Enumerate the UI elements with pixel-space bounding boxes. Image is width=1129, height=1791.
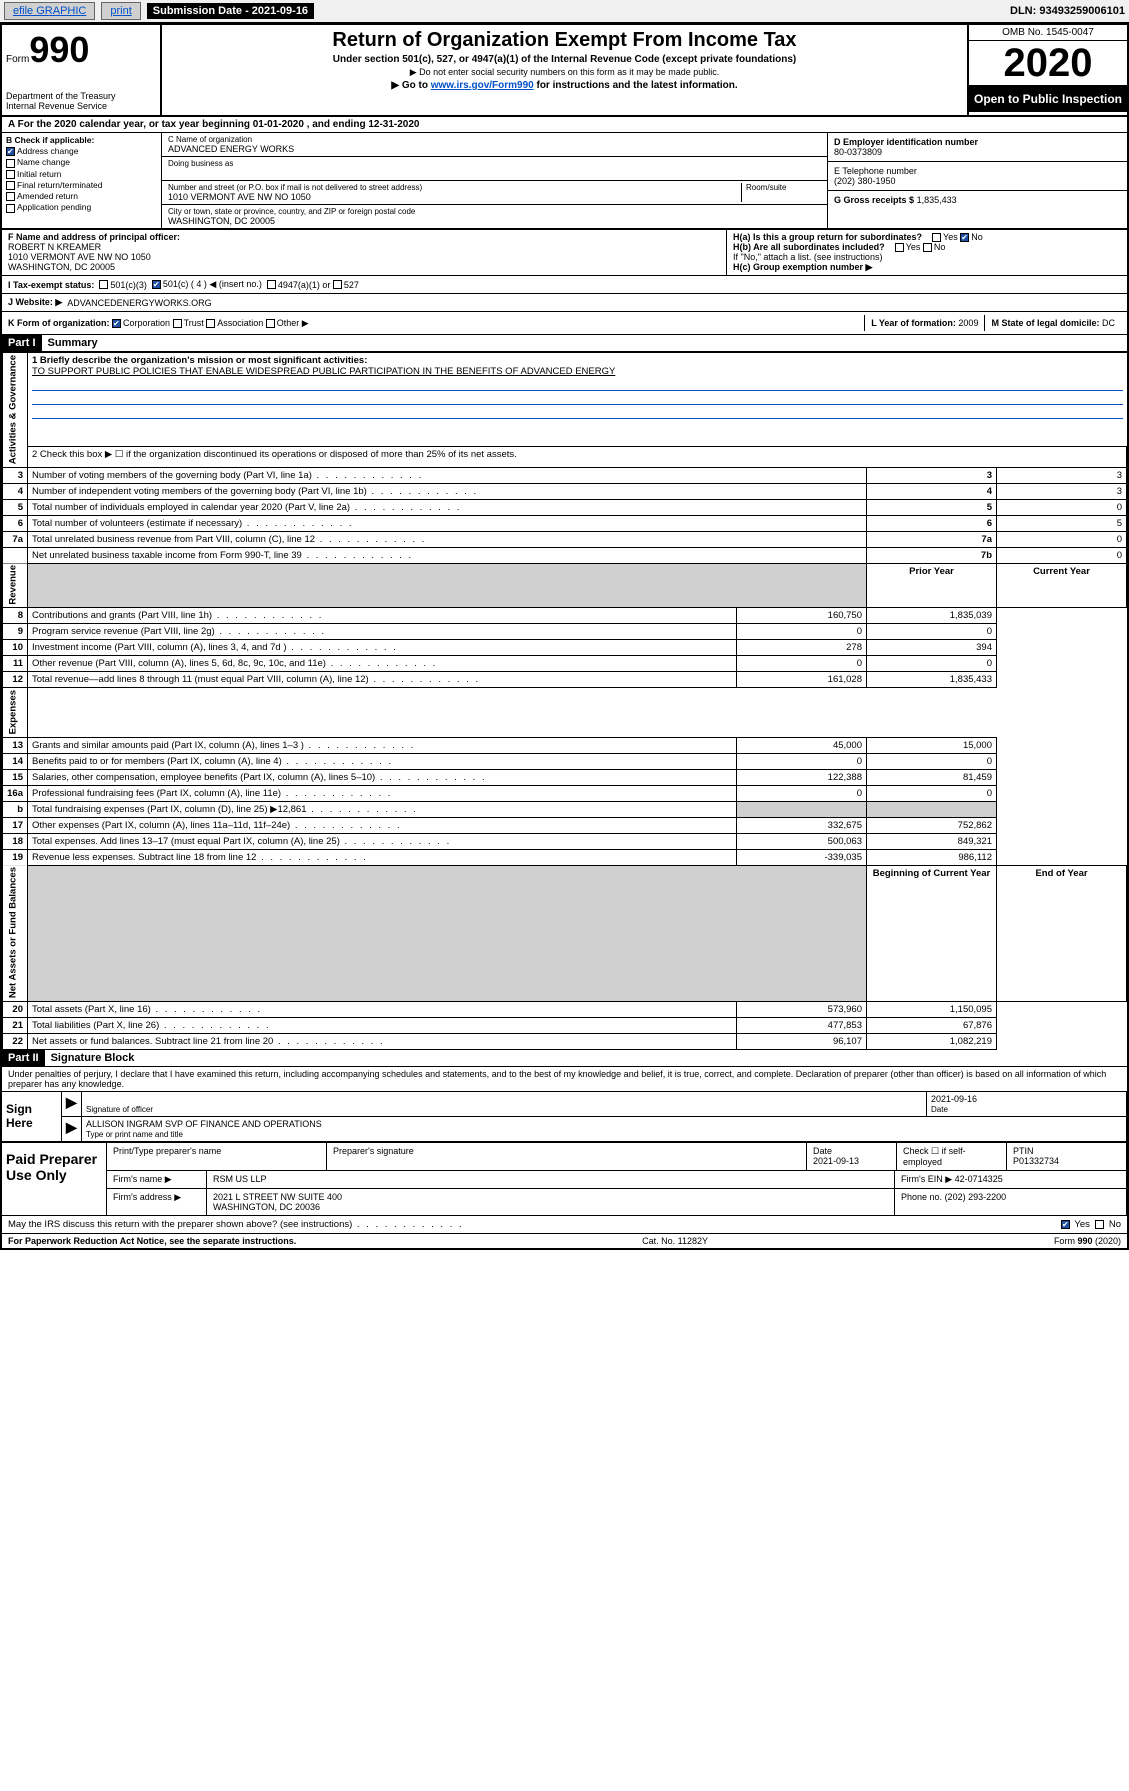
side-revenue: Revenue — [3, 563, 28, 608]
arrow-icon: ▶ — [62, 1092, 82, 1116]
header-left: Form990 Department of the Treasury Inter… — [2, 25, 162, 115]
box-h: H(a) Is this a group return for subordin… — [727, 230, 1127, 275]
form-title: Return of Organization Exempt From Incom… — [166, 29, 963, 52]
chk-address[interactable]: Address change — [6, 146, 157, 156]
footer: For Paperwork Reduction Act Notice, see … — [2, 1233, 1127, 1248]
paid-preparer-block: Paid Preparer Use Only Print/Type prepar… — [2, 1142, 1127, 1215]
side-expenses: Expenses — [3, 688, 28, 737]
ein: 80-0373809 — [834, 147, 1121, 157]
gross-receipts: 1,835,433 — [917, 195, 957, 205]
box-d-e-g: D Employer identification number 80-0373… — [827, 133, 1127, 228]
phone: (202) 380-1950 — [834, 176, 1121, 186]
subtitle-2: ▶ Do not enter social security numbers o… — [166, 67, 963, 78]
website: ADVANCEDENERGYWORKS.ORG — [67, 298, 211, 308]
form-number: Form990 — [6, 29, 156, 71]
signature-block: Sign Here ▶ Signature of officer 2021-09… — [2, 1091, 1127, 1142]
website-row: J Website: ▶ ADVANCEDENERGYWORKS.ORG — [2, 294, 1127, 312]
mission: TO SUPPORT PUBLIC POLICIES THAT ENABLE W… — [32, 366, 615, 377]
header-right: OMB No. 1545-0047 2020 Open to Public In… — [967, 25, 1127, 115]
box-c: C Name of organization ADVANCED ENERGY W… — [162, 133, 827, 228]
perjury-statement: Under penalties of perjury, I declare th… — [2, 1067, 1127, 1091]
org-name: ADVANCED ENERGY WORKS — [168, 144, 821, 154]
discuss-row: May the IRS discuss this return with the… — [2, 1215, 1127, 1233]
part2-header: Part II Signature Block — [2, 1050, 1127, 1067]
org-address: 1010 VERMONT AVE NW NO 1050 — [168, 192, 741, 202]
side-governance: Activities & Governance — [3, 353, 28, 467]
subtitle-1: Under section 501(c), 527, or 4947(a)(1)… — [166, 54, 963, 65]
tax-status-row: I Tax-exempt status: 501(c)(3) 501(c) ( … — [2, 276, 1127, 294]
tax-year: 2020 — [969, 41, 1127, 86]
omb-number: OMB No. 1545-0047 — [969, 25, 1127, 41]
arrow-icon: ▶ — [62, 1117, 82, 1141]
summary-table: Activities & Governance 1 Briefly descri… — [2, 352, 1127, 1049]
org-city: WASHINGTON, DC 20005 — [168, 216, 821, 226]
submission-date: Submission Date - 2021-09-16 — [147, 3, 314, 19]
form-container: Form990 Department of the Treasury Inter… — [0, 23, 1129, 1250]
box-f: F Name and address of principal officer:… — [2, 230, 727, 275]
irs-link[interactable]: www.irs.gov/Form990 — [431, 80, 534, 91]
box-b: B Check if applicable: Address change Na… — [2, 133, 162, 228]
side-netassets: Net Assets or Fund Balances — [3, 865, 28, 1001]
header-title-block: Return of Organization Exempt From Incom… — [162, 25, 967, 115]
top-toolbar: efile GRAPHIC print Submission Date - 20… — [0, 0, 1129, 23]
print-link[interactable]: print — [101, 2, 140, 20]
period-row: A For the 2020 calendar year, or tax yea… — [2, 117, 1127, 133]
form-type-row: K Form of organization: Corporation Trus… — [2, 312, 1127, 335]
chk-name[interactable]: Name change — [6, 157, 157, 167]
part1-header: Part I Summary — [2, 335, 1127, 352]
chk-final[interactable]: Final return/terminated — [6, 180, 157, 190]
dept-label: Department of the Treasury Internal Reve… — [6, 91, 156, 111]
chk-app[interactable]: Application pending — [6, 202, 157, 212]
efile-link[interactable]: efile GRAPHIC — [4, 2, 95, 20]
dln: DLN: 93493259006101 — [1010, 5, 1125, 17]
chk-initial[interactable]: Initial return — [6, 169, 157, 179]
chk-amended[interactable]: Amended return — [6, 191, 157, 201]
open-to-public: Open to Public Inspection — [969, 86, 1127, 112]
subtitle-3: ▶ Go to www.irs.gov/Form990 for instruct… — [166, 80, 963, 91]
